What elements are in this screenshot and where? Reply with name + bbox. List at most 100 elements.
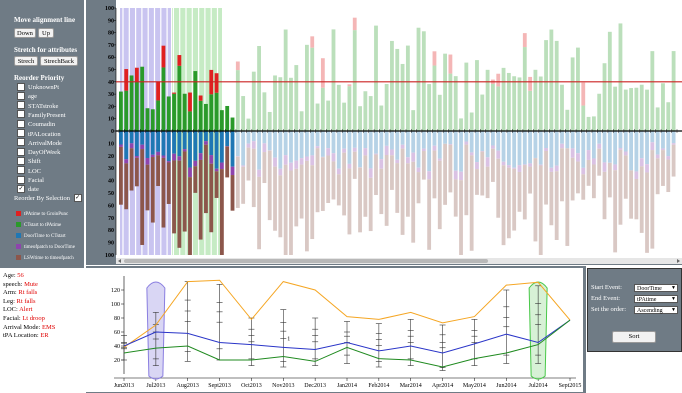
attribute-checkbox[interactable]: ✓ <box>17 184 25 193</box>
bar-group[interactable] <box>432 51 437 199</box>
attribute-checkbox[interactable] <box>17 166 25 175</box>
bar-group[interactable] <box>225 105 230 178</box>
bar-group[interactable] <box>591 116 596 199</box>
end-event-select[interactable]: tPAtime ▼ <box>634 295 678 303</box>
attribute-option[interactable]: Shift <box>17 156 41 166</box>
attribute-option[interactable]: LOC <box>17 166 41 176</box>
bar-group[interactable] <box>522 33 527 220</box>
scrollbar-thumb[interactable] <box>124 259 488 263</box>
bar-group[interactable] <box>506 72 511 239</box>
bar-group[interactable] <box>150 109 155 223</box>
bar-group[interactable] <box>214 73 219 198</box>
attribute-checkbox[interactable] <box>17 110 25 119</box>
bar-group[interactable] <box>299 111 304 219</box>
bar-group[interactable] <box>390 40 394 190</box>
bar-group[interactable] <box>294 65 299 227</box>
bar-group[interactable] <box>427 84 432 250</box>
attribute-checkbox[interactable] <box>17 147 25 156</box>
bar-group[interactable] <box>655 107 660 195</box>
bar-group[interactable] <box>443 53 447 205</box>
bar-group[interactable] <box>602 63 607 220</box>
bar-group[interactable] <box>464 62 469 216</box>
bar-group[interactable] <box>485 69 490 199</box>
start-event-select[interactable]: DoorTime ▼ <box>634 284 678 292</box>
bar-group[interactable] <box>661 83 665 186</box>
bar-group[interactable] <box>549 29 554 226</box>
bar-group[interactable] <box>172 92 176 234</box>
bar-group[interactable] <box>666 102 671 193</box>
bar-group[interactable] <box>379 105 384 215</box>
bar-group[interactable] <box>273 75 277 231</box>
bar-group[interactable] <box>342 102 347 216</box>
bar-group[interactable] <box>145 108 150 211</box>
bar-group[interactable] <box>278 77 283 238</box>
attribute-option[interactable]: age <box>17 91 37 101</box>
bar-group[interactable] <box>156 81 161 187</box>
bar-group[interactable] <box>629 88 633 219</box>
bar-group[interactable] <box>119 91 123 205</box>
bar-group[interactable] <box>618 23 623 225</box>
bar-group[interactable] <box>421 31 426 180</box>
bar-group[interactable] <box>517 77 522 212</box>
bar-group[interactable] <box>182 93 187 232</box>
bar-group[interactable] <box>459 118 463 255</box>
bar-group[interactable] <box>204 103 208 214</box>
bar-group[interactable] <box>347 84 352 235</box>
bar-group[interactable] <box>336 84 341 206</box>
attribute-option[interactable]: UnknownPt <box>17 82 59 92</box>
bar-group[interactable] <box>554 40 559 240</box>
bar-group[interactable] <box>219 110 224 255</box>
bar-group[interactable] <box>193 71 198 193</box>
bar-group[interactable] <box>607 31 612 198</box>
bar-group[interactable] <box>251 71 256 208</box>
bar-group[interactable] <box>140 66 145 245</box>
bar-group[interactable] <box>538 76 543 255</box>
bar-group[interactable] <box>544 40 548 205</box>
attribute-checkbox[interactable] <box>17 91 25 100</box>
bar-group[interactable] <box>475 60 479 195</box>
strechback-button[interactable]: StrechBack <box>40 56 78 66</box>
bar-group[interactable] <box>166 96 171 204</box>
bar-group[interactable] <box>528 76 533 194</box>
bar-group[interactable] <box>352 17 357 179</box>
attribute-checkbox[interactable] <box>17 175 25 184</box>
bar-group[interactable] <box>188 92 192 255</box>
attribute-checkbox[interactable] <box>17 101 25 110</box>
bar-group[interactable] <box>326 100 331 204</box>
bar-group[interactable] <box>289 77 293 255</box>
bar-group[interactable] <box>235 61 240 208</box>
bar-group[interactable] <box>453 76 458 217</box>
bar-group[interactable] <box>570 57 575 201</box>
order-select[interactable]: Ascending ▼ <box>634 306 678 314</box>
attribute-checkbox[interactable] <box>17 82 25 91</box>
bar-group[interactable] <box>246 118 251 181</box>
attribute-option[interactable]: Facial <box>17 175 44 185</box>
bar-group[interactable] <box>416 27 421 204</box>
bar-group[interactable] <box>496 73 501 218</box>
bar-group[interactable] <box>586 116 591 186</box>
up-button[interactable]: Up <box>38 28 54 38</box>
bar-group[interactable] <box>613 86 618 253</box>
bar-group[interactable] <box>533 69 538 242</box>
attribute-checkbox[interactable] <box>17 129 25 138</box>
bar-group[interactable] <box>310 36 315 240</box>
bar-group[interactable] <box>177 55 182 248</box>
bar-group[interactable] <box>400 63 405 235</box>
bar-group[interactable] <box>161 45 166 228</box>
bar-group[interactable] <box>230 117 235 211</box>
bar-group[interactable] <box>469 112 474 251</box>
bar-group[interactable] <box>267 111 272 221</box>
attribute-option[interactable]: ✓ date <box>17 184 39 194</box>
bar-group[interactable] <box>331 29 336 200</box>
bar-group[interactable] <box>650 51 655 249</box>
sort-button[interactable]: Sort <box>612 331 656 343</box>
bar-group[interactable] <box>671 51 676 177</box>
bar-group[interactable] <box>374 25 378 196</box>
bar-group[interactable] <box>639 84 644 233</box>
bar-group[interactable] <box>448 54 453 193</box>
strech-button[interactable]: Strech <box>14 56 38 66</box>
attribute-option[interactable]: Coumadin <box>17 119 55 129</box>
bar-group[interactable] <box>565 109 570 246</box>
down-button[interactable]: Down <box>14 28 36 38</box>
bar-group[interactable] <box>320 58 325 211</box>
